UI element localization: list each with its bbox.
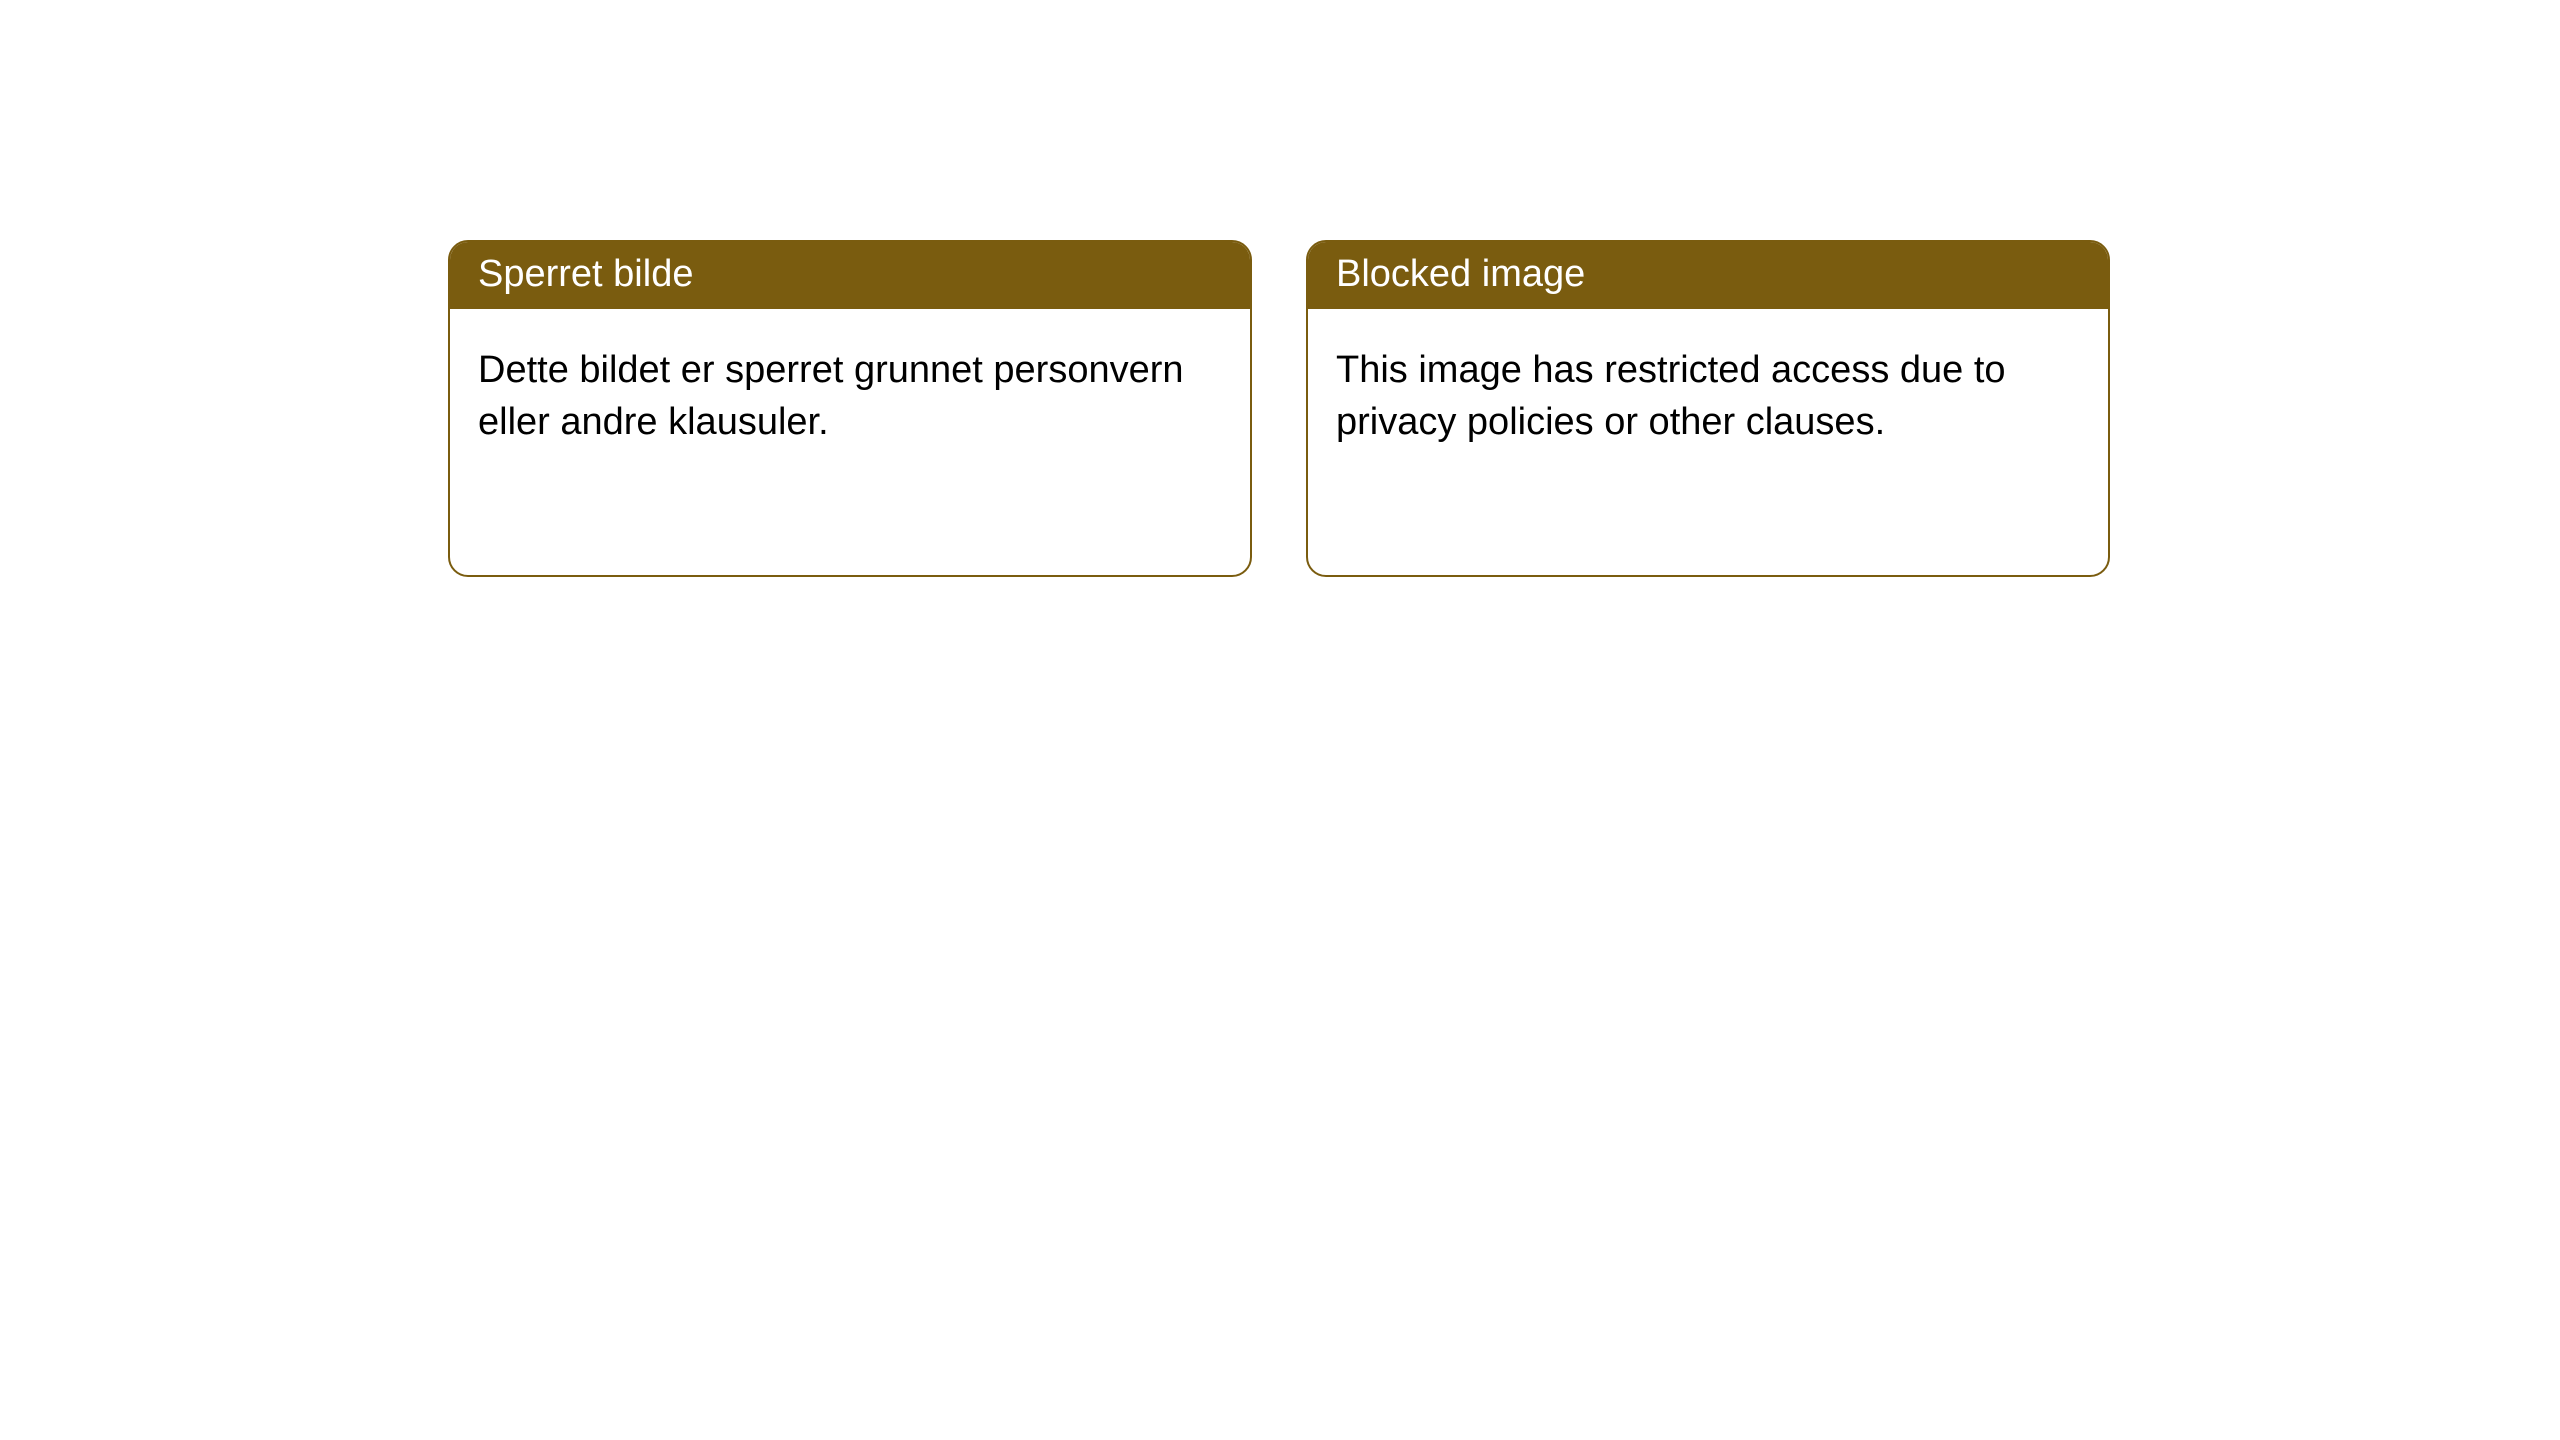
notice-card-body: This image has restricted access due to … [1308,309,2108,484]
notice-container: Sperret bilde Dette bildet er sperret gr… [0,0,2560,577]
notice-card-body: Dette bildet er sperret grunnet personve… [450,309,1250,484]
notice-card-english: Blocked image This image has restricted … [1306,240,2110,577]
notice-card-title: Blocked image [1308,242,2108,309]
notice-card-norwegian: Sperret bilde Dette bildet er sperret gr… [448,240,1252,577]
notice-card-title: Sperret bilde [450,242,1250,309]
